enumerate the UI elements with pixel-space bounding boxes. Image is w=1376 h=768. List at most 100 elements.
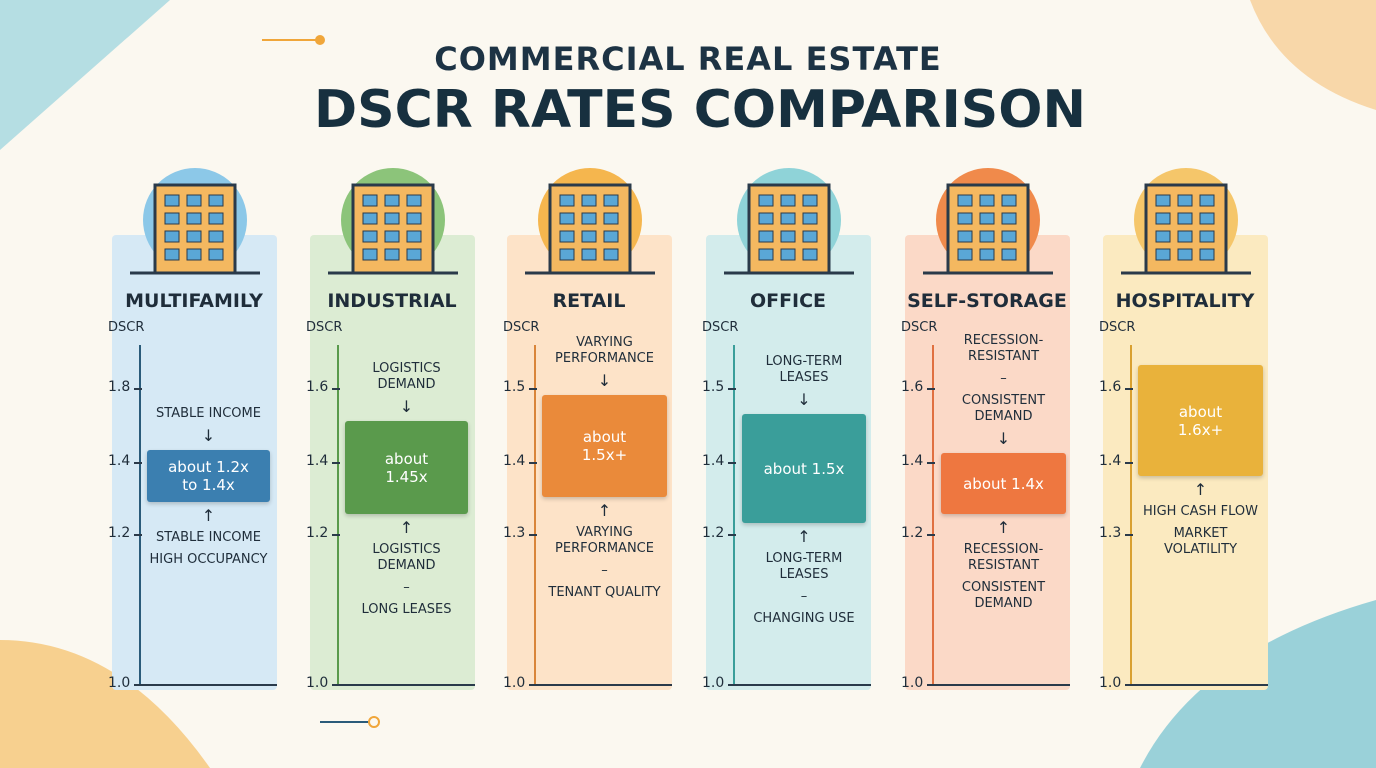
- notes-below: ↑ LONG-TERM LEASES – CHANGING USE: [744, 529, 864, 627]
- column-name: HOSPITALITY: [1115, 290, 1255, 312]
- tick-label: 1.0: [1099, 675, 1122, 691]
- tick-mark: [134, 534, 142, 536]
- icon: [328, 168, 458, 275]
- note: HIGH CASH FLOW: [1142, 504, 1259, 519]
- note: LOGISTICS DEMAND: [372, 542, 441, 573]
- dscr-box: about 1.6x+: [1138, 365, 1263, 476]
- axis-label: DSCR: [901, 320, 938, 335]
- axis-label: DSCR: [503, 320, 540, 335]
- tick-label: 1.0: [108, 675, 131, 691]
- note: VARYING PERFORMANCE: [555, 335, 654, 366]
- tick-label: 1.4: [306, 453, 329, 469]
- note: CONSISTENT DEMAND: [961, 580, 1046, 611]
- notes-above: VARYING PERFORMANCE ↓: [545, 335, 665, 389]
- notes-below: ↑ LOGISTICS DEMAND – LONG LEASES: [347, 520, 467, 618]
- tick-label: 1.5: [503, 379, 526, 395]
- notes-below: ↑ STABLE INCOME HIGH OCCUPANCY: [149, 508, 269, 568]
- notes-below: ↑ HIGH CASH FLOW MARKET VOLATILITY: [1141, 482, 1261, 558]
- arrow-up: ↑: [399, 518, 414, 537]
- tick-mark: [1125, 534, 1133, 536]
- note: LONG-TERM LEASES: [765, 551, 843, 582]
- notes-above: LONG-TERM LEASES ↓: [744, 354, 864, 408]
- icon: [525, 168, 655, 275]
- column-name: OFFICE: [749, 290, 827, 312]
- note: MARKET VOLATILITY: [1163, 526, 1238, 557]
- tick-label: 1.0: [503, 675, 526, 691]
- title: DSCR RATES COMPARISON: [314, 80, 1086, 140]
- note: STABLE INCOME: [156, 406, 261, 421]
- arrow-down: ↓: [797, 390, 811, 409]
- column-name: RETAIL: [552, 290, 626, 312]
- tick-mark: [1125, 684, 1133, 686]
- tick-mark: [927, 684, 935, 686]
- note: CHANGING USE: [753, 611, 855, 626]
- tick-label: 1.0: [702, 675, 725, 691]
- note: –: [1000, 371, 1007, 386]
- tick-mark: [728, 388, 736, 390]
- axis-line: [932, 345, 934, 685]
- icon: [724, 168, 854, 275]
- note: CONSISTENT DEMAND: [961, 393, 1046, 424]
- tick-label: 1.4: [702, 453, 725, 469]
- dscr-box: about 1.4x: [941, 453, 1066, 514]
- axis-label: DSCR: [702, 320, 739, 335]
- tick-mark: [927, 462, 935, 464]
- axis-base: [337, 684, 475, 686]
- notes-below: ↑ RECESSION-RESISTANT CONSISTENT DEMAND: [944, 520, 1064, 612]
- axis-label: DSCR: [108, 320, 145, 335]
- arrow-up: ↑: [201, 506, 216, 525]
- tick-label: 1.5: [702, 379, 725, 395]
- tick-mark: [134, 388, 142, 390]
- note: STABLE INCOME: [156, 530, 261, 545]
- tick-label: 1.4: [503, 453, 526, 469]
- tick-label: 1.6: [1099, 379, 1122, 395]
- note: LONG LEASES: [361, 602, 452, 617]
- axis-base: [1130, 684, 1268, 686]
- tick-mark: [1125, 388, 1133, 390]
- tick-mark: [728, 534, 736, 536]
- tick-mark: [728, 684, 736, 686]
- tick-mark: [134, 462, 142, 464]
- column-name: INDUSTRIAL: [327, 290, 457, 312]
- note: HIGH OCCUPANCY: [149, 552, 268, 567]
- tick-label: 1.2: [901, 525, 924, 541]
- arrow-down: ↓: [201, 426, 216, 445]
- tick-label: 1.6: [306, 379, 329, 395]
- axis-line: [337, 345, 339, 685]
- icon: [130, 168, 260, 275]
- arrow-down: ↓: [996, 429, 1011, 448]
- tick-mark: [332, 388, 340, 390]
- tick-mark: [1125, 462, 1133, 464]
- tick-label: 1.3: [1099, 525, 1122, 541]
- tick-label: 1.6: [901, 379, 924, 395]
- notes-above: LOGISTICS DEMAND ↓: [347, 361, 467, 415]
- arrow-up: ↑: [1193, 480, 1208, 499]
- notes-below: ↑ VARYING PERFORMANCE – TENANT QUALITY: [545, 503, 665, 601]
- arrow-up: ↑: [996, 518, 1011, 537]
- axis-line: [1130, 345, 1132, 685]
- note: –: [403, 580, 410, 595]
- tick-label: 1.4: [108, 453, 131, 469]
- tick-mark: [529, 388, 537, 390]
- axis-label: DSCR: [1099, 320, 1136, 335]
- tick-mark: [927, 388, 935, 390]
- note: RECESSION-RESISTANT: [963, 333, 1044, 364]
- tick-label: 1.2: [108, 525, 131, 541]
- arrow-up: ↑: [597, 501, 612, 520]
- note: LOGISTICS DEMAND: [372, 361, 441, 392]
- tick-label: 1.0: [306, 675, 329, 691]
- axis-base: [733, 684, 871, 686]
- axis-label: DSCR: [306, 320, 343, 335]
- dscr-box: about 1.5x+: [542, 395, 667, 497]
- tick-label: 1.3: [503, 525, 526, 541]
- column-name: SELF-STORAGE: [907, 290, 1067, 312]
- axis-base: [534, 684, 672, 686]
- note: RECESSION-RESISTANT: [963, 542, 1044, 573]
- tick-label: 1.8: [108, 379, 131, 395]
- tick-label: 1.2: [702, 525, 725, 541]
- notes-above: RECESSION-RESISTANT – CONSISTENT DEMAND ↓: [944, 333, 1064, 447]
- tick-mark: [529, 534, 537, 536]
- axis-base: [139, 684, 277, 686]
- column-name: MULTIFAMILY: [125, 290, 263, 312]
